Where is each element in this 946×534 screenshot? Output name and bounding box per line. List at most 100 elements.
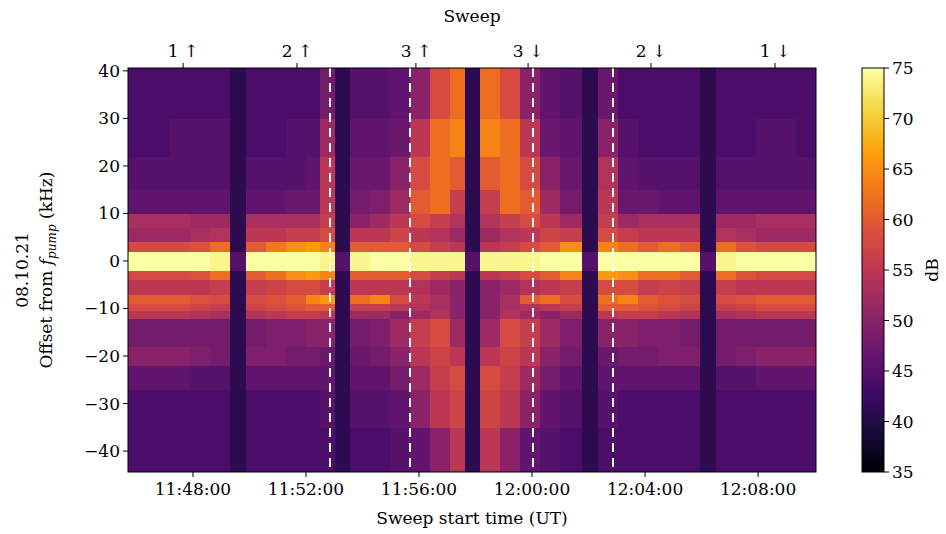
cell — [796, 242, 816, 252]
y-tick — [123, 213, 128, 214]
cell — [560, 366, 583, 390]
cell — [560, 304, 583, 312]
cell — [450, 427, 465, 472]
cell — [150, 294, 171, 304]
x-tick — [645, 472, 646, 477]
cell — [430, 156, 451, 190]
cell — [230, 228, 247, 243]
cell — [716, 213, 736, 228]
cell — [350, 304, 371, 312]
top-tick — [296, 63, 297, 68]
cell — [266, 251, 287, 271]
cell — [618, 280, 638, 295]
cell — [320, 251, 335, 271]
cell — [465, 190, 480, 214]
cell — [480, 294, 501, 304]
cell — [480, 347, 501, 367]
cell — [335, 427, 350, 472]
cell — [680, 311, 701, 319]
top-tick-label: 1 ↑ — [168, 41, 198, 61]
cell — [716, 156, 736, 190]
cell — [390, 311, 411, 319]
cell — [306, 427, 321, 472]
cell — [796, 156, 816, 190]
cell — [700, 311, 717, 319]
cell — [170, 280, 190, 295]
cell — [736, 118, 757, 157]
cell — [266, 389, 287, 428]
cell — [736, 311, 757, 319]
cell — [230, 347, 247, 367]
y-axis-title-part: Offset from — [36, 265, 56, 368]
cell — [170, 294, 190, 304]
cell — [700, 118, 717, 157]
cell — [335, 366, 350, 390]
cell — [796, 304, 816, 312]
cell — [776, 156, 797, 190]
cell — [128, 270, 151, 280]
cell — [618, 270, 638, 280]
cell — [350, 251, 371, 271]
cell — [756, 270, 777, 280]
cell — [480, 270, 501, 280]
cell — [658, 304, 681, 312]
x-axis-title: Sweep start time (UT) — [376, 508, 567, 528]
cell — [286, 347, 307, 367]
cell — [266, 190, 287, 214]
cell — [776, 347, 797, 367]
cell — [540, 68, 561, 119]
cell — [520, 68, 540, 119]
cell — [756, 389, 777, 428]
cell — [210, 304, 231, 312]
top-tick — [183, 63, 184, 68]
cell — [210, 366, 231, 390]
cell — [736, 280, 757, 295]
cell — [390, 251, 411, 271]
cell — [390, 213, 411, 228]
cell — [246, 280, 266, 295]
cell — [306, 118, 321, 157]
cell — [796, 118, 816, 157]
cell — [520, 294, 540, 304]
cell — [520, 251, 540, 271]
cell — [560, 213, 583, 228]
cell — [638, 118, 659, 157]
cell — [638, 294, 659, 304]
cell — [230, 118, 247, 157]
cell — [128, 242, 151, 252]
x-tick-label: 11:48:00 — [155, 479, 231, 499]
cell — [700, 228, 717, 243]
cell — [700, 280, 717, 295]
cell — [150, 366, 171, 390]
cell — [246, 118, 266, 157]
y-tick — [123, 403, 128, 404]
cell — [520, 156, 540, 190]
cell — [410, 304, 431, 312]
cell — [540, 389, 561, 428]
cell — [390, 389, 411, 428]
colorbar-tick — [884, 421, 889, 422]
cell — [170, 156, 190, 190]
cell — [618, 118, 638, 157]
cell — [306, 389, 321, 428]
colorbar — [862, 68, 884, 472]
cell — [582, 366, 599, 390]
cell — [618, 304, 638, 312]
y-axis-title-part: (kHz) — [36, 172, 56, 225]
cell — [320, 311, 335, 319]
cell — [520, 190, 540, 214]
cell — [286, 311, 307, 319]
cell — [306, 294, 321, 304]
cell — [480, 213, 501, 228]
cell — [390, 304, 411, 312]
cell — [716, 280, 736, 295]
cell — [638, 311, 659, 319]
cell — [776, 68, 797, 119]
colorbar-tick-label: 65 — [892, 159, 914, 179]
cell — [320, 213, 335, 228]
cell — [150, 213, 171, 228]
cell — [335, 318, 350, 347]
cell — [658, 270, 681, 280]
cell — [618, 366, 638, 390]
cell — [465, 251, 480, 271]
